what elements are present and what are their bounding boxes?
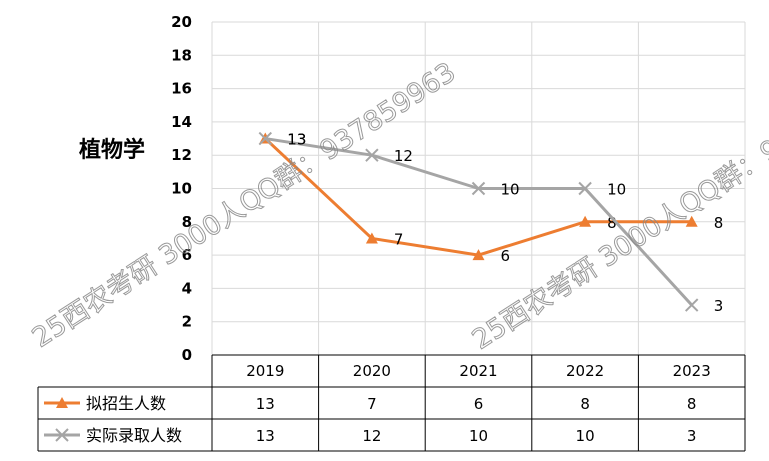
data-label: 7 [394, 230, 404, 248]
y-tick-label: 12 [171, 146, 192, 164]
table-cell: 10 [576, 427, 595, 445]
data-point [578, 181, 592, 196]
chart-title: 植物学 [79, 137, 145, 163]
table-cell: 6 [474, 395, 484, 413]
x-tick-label: 2021 [459, 362, 497, 380]
y-tick-label: 20 [171, 13, 192, 31]
table-cell: 10 [469, 427, 488, 445]
watermark-group: 25西农考研 3000人QQ群：937859963 25西农考研 3000人QQ群… [26, 56, 769, 356]
watermark-text: 25西农考研 3000人QQ群：937859963 [27, 57, 461, 354]
y-tick-label: 2 [182, 313, 192, 331]
y-tick-label: 4 [182, 279, 192, 297]
table-cell: 8 [580, 395, 590, 413]
y-tick-label: 6 [182, 246, 192, 264]
x-tick-label: 2023 [673, 362, 711, 380]
table-cell: 7 [367, 395, 377, 413]
y-tick-label: 0 [182, 346, 192, 364]
table-cell: 13 [256, 427, 275, 445]
x-tick-label: 2020 [353, 362, 391, 380]
legend-label-0: 拟招生人数 [86, 394, 166, 413]
data-label: 8 [714, 214, 724, 232]
x-tick-label: 2022 [566, 362, 604, 380]
data-point [365, 148, 379, 162]
table-cell: 3 [687, 427, 697, 445]
legend-marker-0 [56, 397, 68, 408]
y-tick-label: 8 [182, 213, 192, 231]
watermark-text: 25西农考研 3000人QQ群：937859963 [467, 59, 769, 356]
data-point [684, 298, 699, 312]
y-tick-label: 10 [171, 180, 192, 198]
data-point [258, 131, 273, 146]
data-point [471, 181, 486, 196]
data-label: 13 [287, 131, 306, 149]
data-point [579, 215, 592, 227]
data-label: 12 [394, 147, 413, 165]
y-tick-label: 16 [171, 80, 192, 98]
data-label: 8 [607, 214, 617, 232]
data-label: 10 [607, 181, 626, 199]
legend-label-1: 实际录取人数 [86, 426, 182, 445]
table-cell: 8 [687, 395, 697, 413]
data-label: 3 [714, 297, 724, 315]
legend-marker-1 [55, 428, 69, 442]
x-tick-label: 2019 [246, 362, 284, 380]
data-point [365, 232, 378, 244]
data-point [472, 249, 485, 261]
data-label: 6 [501, 247, 511, 265]
y-axis-ticks: 0 2 4 6 8 10 12 14 16 18 20 [171, 13, 192, 364]
data-point [685, 215, 698, 227]
data-label: 10 [501, 181, 520, 199]
table-cell: 12 [362, 427, 381, 445]
y-tick-label: 18 [171, 46, 192, 64]
y-tick-label: 14 [171, 113, 192, 131]
data-table: 2019 2020 2021 2022 2023 拟招生人数 13 7 6 8 8 实际录取人数 13 1… [37, 354, 746, 452]
table-cell: 13 [256, 395, 275, 413]
